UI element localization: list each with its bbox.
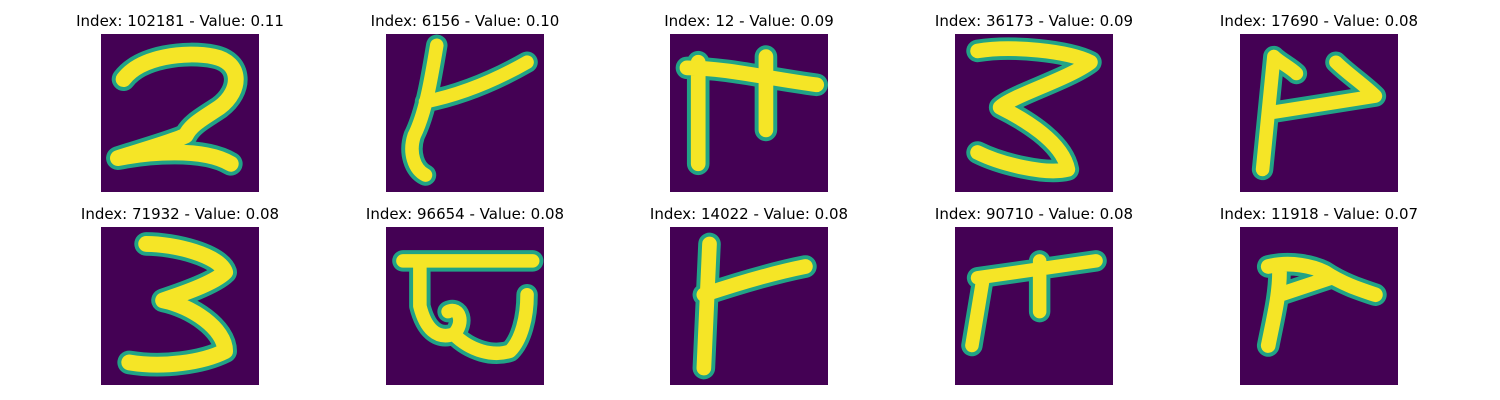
digit-image <box>386 227 544 385</box>
digit-image-svg <box>101 227 259 385</box>
digit-image <box>670 227 828 385</box>
panel-title: Index: 102181 - Value: 0.11 <box>76 12 284 30</box>
digit-image <box>101 34 259 192</box>
panel-title: Index: 71932 - Value: 0.08 <box>80 205 280 223</box>
digit-image-svg <box>955 34 1113 192</box>
panel-title: Index: 12 - Value: 0.09 <box>664 12 834 30</box>
digit-panel-1: Index: 102181 - Value: 0.11 <box>60 12 300 202</box>
digit-panel-8: Index: 14022 - Value: 0.08 <box>629 205 869 395</box>
panel-title: Index: 14022 - Value: 0.08 <box>649 205 849 223</box>
digit-panel-6: Index: 71932 - Value: 0.08 <box>60 205 300 395</box>
digit-image <box>101 227 259 385</box>
digit-panel-7: Index: 96654 - Value: 0.08 <box>345 205 585 395</box>
digit-image-svg <box>670 227 828 385</box>
digit-panel-4: Index: 36173 - Value: 0.09 <box>914 12 1154 202</box>
digit-image-svg <box>101 34 259 192</box>
digit-panel-3: Index: 12 - Value: 0.09 <box>629 12 869 202</box>
digit-panel-5: Index: 17690 - Value: 0.08 <box>1199 12 1439 202</box>
digit-image-svg <box>670 34 828 192</box>
digit-image-svg <box>955 227 1113 385</box>
digit-image-svg <box>386 227 544 385</box>
digit-image <box>1240 227 1398 385</box>
digit-panel-10: Index: 11918 - Value: 0.07 <box>1199 205 1439 395</box>
panel-title: Index: 96654 - Value: 0.08 <box>365 205 565 223</box>
panel-title: Index: 11918 - Value: 0.07 <box>1219 205 1419 223</box>
digit-image <box>670 34 828 192</box>
digit-image <box>955 227 1113 385</box>
panel-title: Index: 17690 - Value: 0.08 <box>1219 12 1419 30</box>
panel-title: Index: 36173 - Value: 0.09 <box>934 12 1134 30</box>
digit-image <box>955 34 1113 192</box>
digit-image <box>386 34 544 192</box>
digit-panel-9: Index: 90710 - Value: 0.08 <box>914 205 1154 395</box>
digit-image-svg <box>1240 34 1398 192</box>
digit-image-svg <box>1240 227 1398 385</box>
panel-title: Index: 90710 - Value: 0.08 <box>934 205 1134 223</box>
digit-image-svg <box>386 34 544 192</box>
digit-panel-2: Index: 6156 - Value: 0.10 <box>345 12 585 202</box>
digit-image <box>1240 34 1398 192</box>
panel-title: Index: 6156 - Value: 0.10 <box>370 12 560 30</box>
